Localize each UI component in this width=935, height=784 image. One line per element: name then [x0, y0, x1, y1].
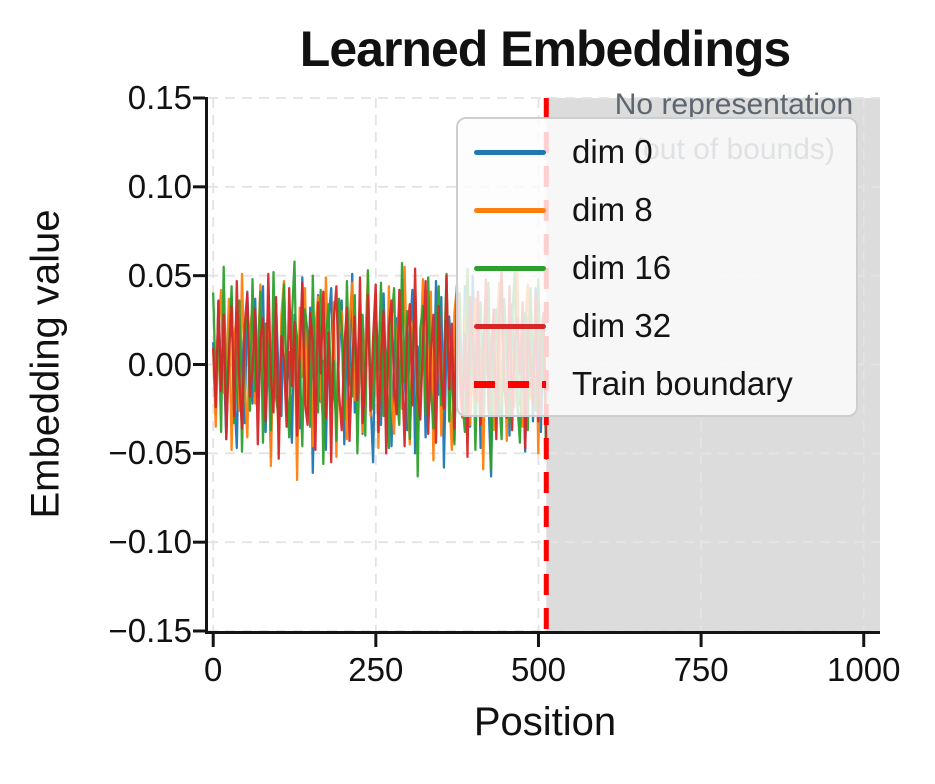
legend-item: dim 16 [474, 239, 856, 297]
y-tick-label: 0.15 [127, 79, 192, 116]
legend-label: dim 16 [572, 249, 672, 286]
legend: dim 0 dim 8 dim 16 dim 32 Train boundary [456, 117, 858, 417]
legend-line-sample [474, 265, 546, 271]
x-tick-label: 750 [673, 651, 729, 688]
legend-item: dim 0 [474, 123, 856, 181]
legend-label: Train boundary [572, 365, 793, 402]
x-axis-label: Position [473, 700, 617, 744]
annotation-line-1: No representation [614, 88, 854, 121]
legend-line-sample [474, 323, 546, 329]
legend-dashed-line-sample [474, 380, 546, 388]
series-dim-16 [212, 260, 548, 478]
y-tick-label: 0.00 [127, 345, 192, 383]
y-tick-label: 0.10 [127, 167, 192, 205]
y-tick-label: 0.05 [127, 256, 192, 294]
legend-label: dim 8 [572, 191, 653, 228]
x-tick-label: 0 [204, 651, 223, 688]
legend-item: Train boundary [474, 355, 856, 413]
x-tick-label: 1000 [827, 651, 901, 688]
chart-title: Learned Embeddings [299, 21, 791, 77]
legend-label: dim 32 [572, 307, 672, 344]
y-tick-label: −0.10 [108, 523, 193, 561]
y-tick-label: −0.05 [108, 434, 193, 472]
x-tick-label: 250 [348, 651, 404, 688]
legend-item: dim 32 [474, 297, 856, 355]
legend-line-sample [474, 207, 546, 213]
y-tick-label: −0.15 [108, 612, 193, 649]
x-tick-label: 500 [510, 651, 566, 688]
legend-item: dim 8 [474, 181, 856, 239]
legend-line-sample [474, 149, 546, 155]
legend-label: dim 0 [572, 133, 653, 170]
